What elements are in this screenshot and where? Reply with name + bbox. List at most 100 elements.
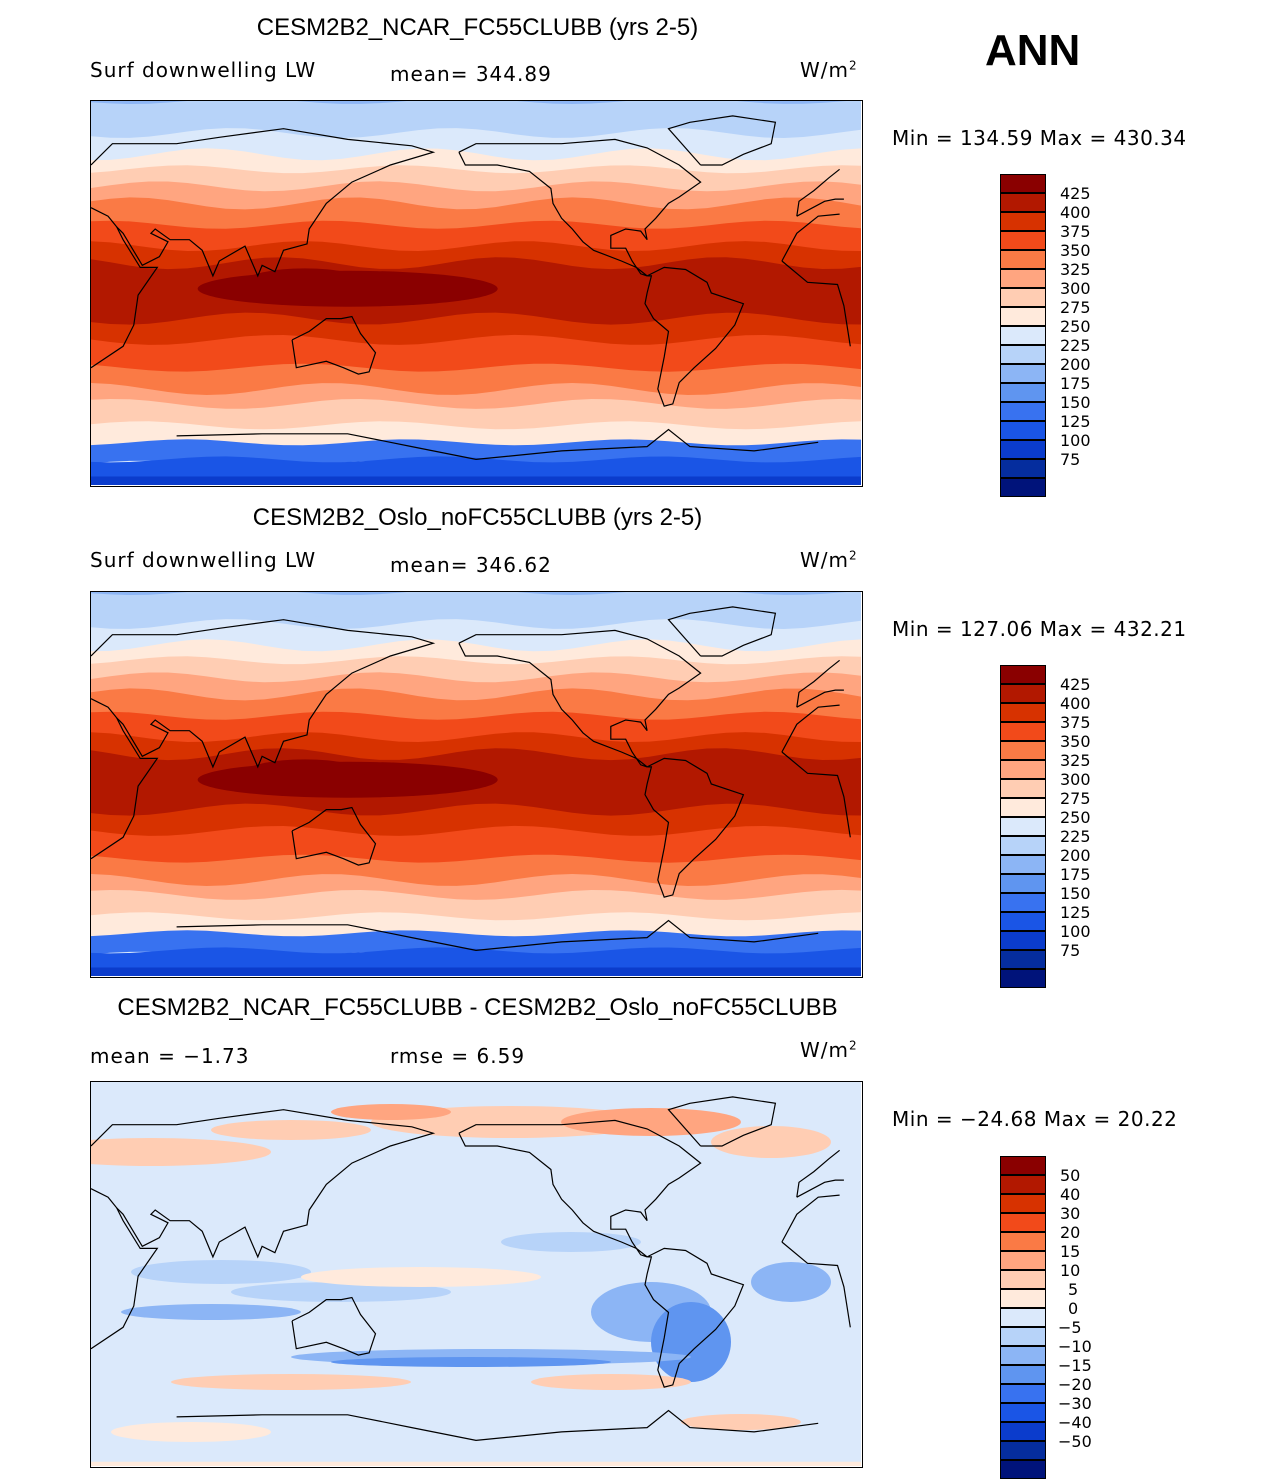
colorbar-box: [1000, 364, 1046, 383]
colorbar-box: [1000, 1156, 1046, 1175]
panel-1-minmax: Min = 134.59 Max = 430.34: [892, 126, 1187, 150]
colorbar-label: 300: [1060, 770, 1091, 789]
field-blob: [711, 1126, 831, 1158]
panel-2-units: W/m2: [800, 548, 858, 572]
field-blob: [331, 1104, 451, 1120]
colorbar-box: [1000, 874, 1046, 893]
colorbar-label: 100: [1060, 431, 1091, 450]
panel-3-colorbar: [1000, 1156, 1046, 1479]
colorbar-box: [1000, 212, 1046, 231]
field-blob: [131, 1260, 311, 1284]
coastline: [291, 315, 377, 375]
colorbar-label: 75: [1060, 941, 1081, 960]
panel-3-map-svg: [31, 1082, 861, 1466]
colorbar-box: [1000, 193, 1046, 212]
colorbar-box: [1000, 836, 1046, 855]
colorbar-label: 175: [1060, 374, 1091, 393]
colorbar-box: [1000, 779, 1046, 798]
colorbar-box: [1000, 1308, 1046, 1327]
colorbar-box: [1000, 817, 1046, 836]
colorbar-label: −30: [1058, 1394, 1092, 1413]
field-band: [91, 1461, 861, 1466]
field-blob: [651, 1302, 731, 1382]
colorbar-box: [1000, 684, 1046, 703]
field-blob: [501, 1232, 641, 1252]
panel-2-variable-label: Surf downwelling LW: [90, 548, 317, 572]
colorbar-label: 75: [1060, 450, 1081, 469]
colorbar-box: [1000, 950, 1046, 969]
colorbar-label: 400: [1060, 203, 1091, 222]
coastline: [176, 428, 819, 461]
coastline: [644, 1247, 745, 1388]
colorbar-box: [1000, 1175, 1046, 1194]
field-blob: [751, 1262, 831, 1302]
colorbar-box: [1000, 912, 1046, 931]
panel-1-mean-label: mean= 344.89: [390, 62, 552, 86]
field-blob: [111, 1422, 271, 1442]
colorbar-box: [1000, 402, 1046, 421]
warm-pool: [244, 268, 365, 297]
panel-3-rmse-label: rmse = 6.59: [390, 1044, 526, 1068]
colorbar-label: 275: [1060, 789, 1091, 808]
field-band: [91, 589, 861, 617]
coastline: [176, 1409, 819, 1442]
colorbar-label: 250: [1060, 317, 1091, 336]
colorbar-label: −20: [1058, 1375, 1092, 1394]
colorbar-box: [1000, 1194, 1046, 1213]
colorbar-box: [1000, 174, 1046, 193]
colorbar-box: [1000, 383, 1046, 402]
colorbar-label: 40: [1060, 1185, 1081, 1204]
coastline: [90, 1207, 159, 1350]
coastline: [667, 606, 777, 657]
colorbar-label: 15: [1060, 1242, 1081, 1261]
colorbar-box: [1000, 288, 1046, 307]
colorbar-label: 125: [1060, 903, 1091, 922]
colorbar-box: [1000, 1327, 1046, 1346]
field-band: [91, 98, 861, 126]
colorbar-box: [1000, 1460, 1046, 1479]
panel-1-variable-label: Surf downwelling LW: [90, 58, 317, 82]
colorbar-label: 100: [1060, 922, 1091, 941]
colorbar-label: 425: [1060, 675, 1091, 694]
field-blob: [681, 1414, 801, 1430]
coastline: [644, 266, 745, 407]
panel-1-colorbar: [1000, 174, 1046, 497]
coastline: [781, 1241, 851, 1328]
colorbar-label: −5: [1058, 1318, 1082, 1337]
colorbar-box: [1000, 307, 1046, 326]
season-label: ANN: [985, 26, 1081, 75]
panel-3-units: W/m2: [800, 1038, 858, 1062]
colorbar-label: 150: [1060, 884, 1091, 903]
colorbar-label: 200: [1060, 846, 1091, 865]
colorbar-box: [1000, 250, 1046, 269]
colorbar-box: [1000, 1365, 1046, 1384]
colorbar-box: [1000, 1346, 1046, 1365]
colorbar-label: 175: [1060, 865, 1091, 884]
colorbar-label: −50: [1058, 1432, 1092, 1451]
colorbar-box: [1000, 1232, 1046, 1251]
coastline: [781, 213, 840, 262]
coastline: [781, 704, 840, 753]
colorbar-box: [1000, 741, 1046, 760]
colorbar-label: 0: [1068, 1299, 1079, 1318]
colorbar-label: −15: [1058, 1356, 1092, 1375]
colorbar-label: −40: [1058, 1413, 1092, 1432]
coastline: [291, 806, 377, 866]
colorbar-label: 5: [1068, 1280, 1079, 1299]
colorbar-box: [1000, 665, 1046, 684]
panel-2-title: CESM2B2_Oslo_noFC55CLUBB (yrs 2-5): [252, 504, 703, 531]
colorbar-label: 275: [1060, 298, 1091, 317]
colorbar-box: [1000, 345, 1046, 364]
panel-3-map: [31, 1081, 863, 1468]
coastline: [458, 629, 702, 768]
coastline: [644, 757, 745, 898]
panel-2-minmax: Min = 127.06 Max = 432.21: [892, 617, 1187, 641]
coastline: [90, 128, 436, 278]
coastline: [667, 1096, 777, 1147]
colorbar-label: 325: [1060, 751, 1091, 770]
colorbar-box: [1000, 1422, 1046, 1441]
field-blob: [231, 1282, 451, 1302]
panel-2-mean-label: mean= 346.62: [390, 553, 552, 577]
field-blob: [561, 1108, 741, 1136]
field-band: [91, 476, 861, 485]
